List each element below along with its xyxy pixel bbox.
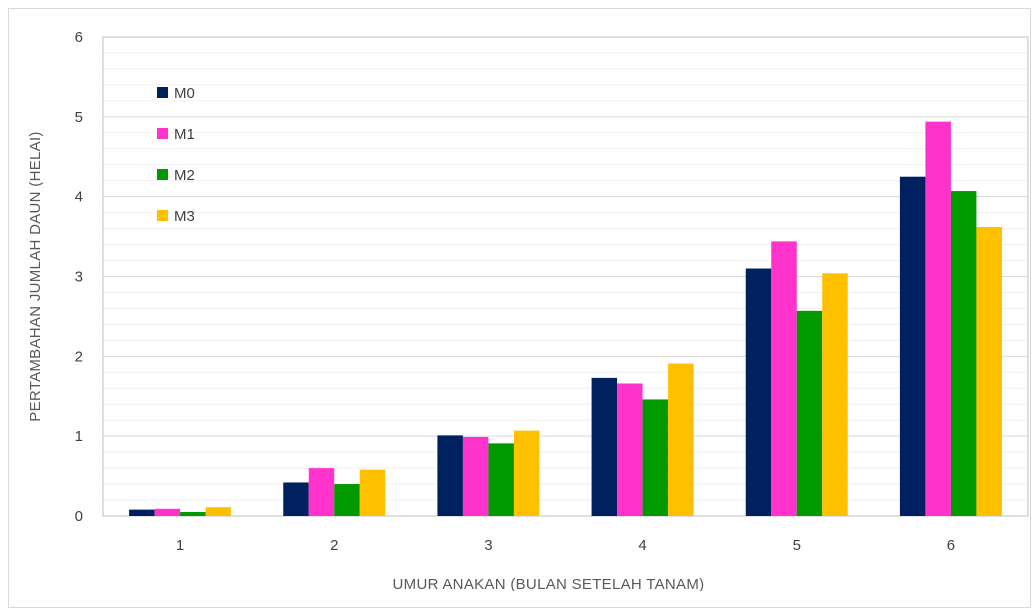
chart-container: 0 1 2 3 4 5 6 1 2 3 4 5 6 PERTAMBAHAN JUMLAH DAUN (… bbox=[8, 8, 1031, 608]
bars bbox=[129, 121, 1002, 517]
bar-m1-6 bbox=[925, 121, 951, 516]
bar-m1-4 bbox=[617, 383, 643, 516]
bar-m2-5 bbox=[796, 310, 823, 516]
bar-chart: 0 1 2 3 4 5 6 1 2 3 4 5 6 PERTAMBAHAN JUMLAH DAUN (… bbox=[27, 29, 1029, 591]
x-tick-label: 5 bbox=[793, 537, 801, 554]
bar-m2-2 bbox=[334, 484, 360, 516]
legend-label-m1: M1 bbox=[174, 126, 195, 143]
bar-m0-1 bbox=[129, 509, 155, 516]
y-tick-label: 5 bbox=[75, 109, 83, 126]
bar-m1-2 bbox=[308, 468, 335, 516]
x-axis-title: UMUR ANAKAN (BULAN SETELAH TANAM) bbox=[393, 576, 705, 591]
bar-m3-5 bbox=[822, 273, 848, 516]
bar-m3-3 bbox=[513, 430, 540, 516]
legend-swatch-m1 bbox=[157, 128, 168, 139]
bar-m2-6 bbox=[950, 191, 977, 516]
bar-m0-5 bbox=[745, 268, 772, 516]
y-axis-title: PERTAMBAHAN JUMLAH DAUN (HELAI) bbox=[27, 131, 44, 421]
bar-m2-1 bbox=[180, 512, 206, 516]
x-tick-label: 3 bbox=[484, 537, 492, 554]
bar-m0-2 bbox=[283, 482, 309, 516]
plot-area bbox=[102, 36, 1029, 517]
x-tick-label: 2 bbox=[330, 537, 338, 554]
bar-m1-1 bbox=[154, 508, 181, 516]
legend-swatch-m2 bbox=[157, 169, 168, 180]
bar-m0-6 bbox=[899, 176, 926, 517]
legend-swatch-m0 bbox=[157, 87, 168, 98]
legend-swatch-m3 bbox=[157, 210, 168, 221]
bar-m3-2 bbox=[359, 469, 386, 516]
y-tick-label: 0 bbox=[75, 508, 83, 525]
legend: M0 M1 M2 M3 bbox=[157, 85, 195, 225]
legend-label-m2: M2 bbox=[174, 167, 195, 184]
grid-lines bbox=[103, 52, 1028, 501]
bar-m3-6 bbox=[976, 227, 1002, 516]
bar-m3-4 bbox=[668, 363, 694, 516]
y-tick-label: 3 bbox=[75, 269, 83, 286]
bar-m0-3 bbox=[437, 435, 463, 516]
legend-label-m0: M0 bbox=[174, 85, 195, 102]
y-tick-label: 2 bbox=[75, 348, 83, 365]
bar-m1-3 bbox=[462, 436, 489, 516]
bar-m1-5 bbox=[771, 241, 797, 516]
y-tick-label: 1 bbox=[75, 428, 83, 445]
y-axis-ticks: 0 1 2 3 4 5 6 bbox=[75, 29, 83, 525]
bar-m0-4 bbox=[591, 377, 618, 516]
x-tick-label: 4 bbox=[638, 537, 646, 554]
x-tick-label: 6 bbox=[947, 537, 955, 554]
legend-label-m3: M3 bbox=[174, 208, 195, 225]
x-tick-label: 1 bbox=[176, 537, 184, 554]
bar-m3-1 bbox=[205, 507, 232, 516]
bar-m2-4 bbox=[642, 399, 669, 516]
x-axis-ticks: 1 2 3 4 5 6 bbox=[176, 537, 955, 554]
y-tick-label: 4 bbox=[75, 189, 83, 206]
bar-m2-3 bbox=[488, 443, 514, 516]
y-tick-label: 6 bbox=[75, 29, 83, 46]
